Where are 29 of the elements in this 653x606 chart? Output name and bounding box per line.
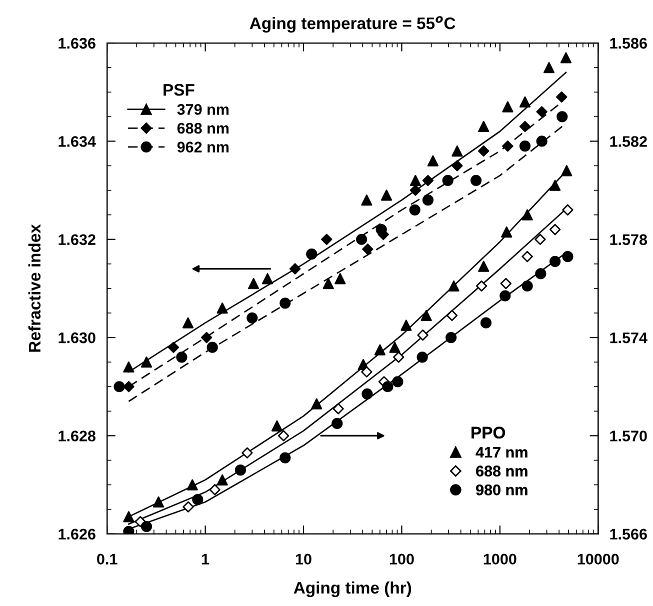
legend-label: 688 nm <box>177 122 229 134</box>
legend-label: 379 nm <box>177 104 229 115</box>
y-tick-label: 1.626 <box>58 528 96 540</box>
y-tick-label: 1.636 <box>58 38 96 49</box>
y2-tick-label: 1.578 <box>610 234 648 246</box>
y-tick-label: 1.632 <box>58 234 96 246</box>
chart-title: Aging temperature = 55$^{o}$C <box>250 16 456 33</box>
x-tick-label: 10000 <box>578 554 619 565</box>
legend-label: 417 nm <box>476 446 528 458</box>
legend-label: 980 nm <box>476 484 528 496</box>
y-axis-title: Refractive index <box>28 224 41 352</box>
x-tick-label: 0.1 <box>97 554 118 565</box>
y2-tick-label: 1.582 <box>610 136 647 147</box>
x-tick-label: 1000 <box>484 554 516 565</box>
legend-label: 962 nm <box>177 142 229 152</box>
x-axis-title: Aging time (hr) <box>294 581 412 598</box>
y-tick-label: 1.634 <box>58 136 96 147</box>
y-tick-label: 1.628 <box>58 430 96 442</box>
x-tick-label: 100 <box>390 554 414 565</box>
legend-label: 688 nm <box>476 466 528 476</box>
x-tick-label: 1 <box>202 554 210 564</box>
y2-tick-label: 1.570 <box>610 430 647 442</box>
y-tick-label: 1.630 <box>58 332 96 344</box>
y2-tick-label: 1.586 <box>610 38 647 49</box>
y2-tick-label: 1.566 <box>610 528 647 540</box>
text: PSF <box>164 84 194 96</box>
y2-tick-label: 1.574 <box>610 332 648 344</box>
x-tick-label: 10 <box>296 554 312 565</box>
text: PPO <box>472 426 506 439</box>
